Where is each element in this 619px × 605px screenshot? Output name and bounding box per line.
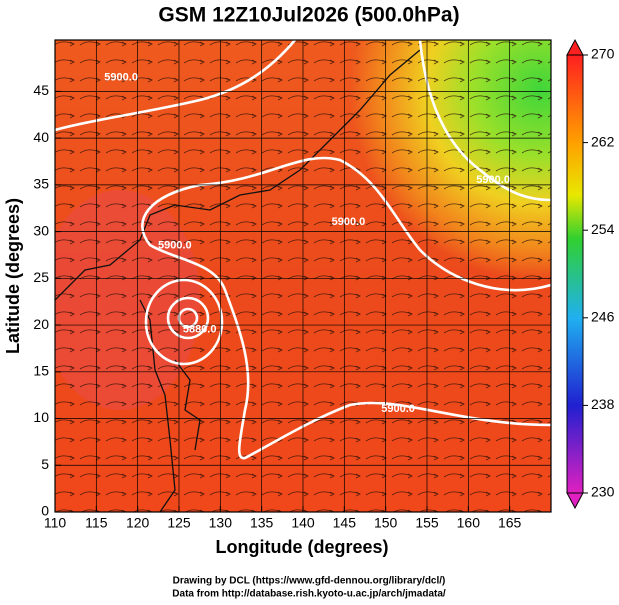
- y-tick-label: 45: [33, 82, 49, 98]
- x-tick-label: 130: [209, 515, 233, 531]
- x-tick-label: 140: [291, 515, 315, 531]
- colorbar-tick-label: 238: [591, 396, 615, 412]
- x-tick-label: 155: [415, 515, 439, 531]
- colorbar-tick-label: 246: [591, 309, 615, 325]
- colorbar-tick-label: 262: [591, 133, 615, 149]
- contour-line: [141, 156, 551, 460]
- colorbar-tick-label: 270: [591, 46, 615, 62]
- colorbar-extend: [566, 492, 584, 510]
- y-tick-label: 40: [33, 129, 49, 145]
- map-title: GSM 12Z10Jul2026 (500.0hPa): [158, 4, 459, 27]
- y-tick-label: 5: [41, 456, 49, 472]
- y-tick-label: 15: [33, 363, 49, 379]
- plot-area: 5900.0 5900.0 5900.0 5900.0 5880.0 5900.0: [55, 40, 551, 512]
- x-tick-label: 165: [498, 515, 522, 531]
- y-tick-label: 35: [33, 176, 49, 192]
- contour-line: [55, 40, 296, 132]
- y-tick-label: 25: [33, 269, 49, 285]
- contour-line: [166, 296, 210, 340]
- coastline: [55, 49, 421, 512]
- x-tick-label: 150: [374, 515, 398, 531]
- x-tick-label: 120: [126, 515, 150, 531]
- contour-label: 5900.0: [104, 71, 138, 83]
- credit: Drawing by DCL (https://www.gfd-dennou.o…: [173, 576, 446, 587]
- x-tick-label: 135: [250, 515, 274, 531]
- credit: Data from http://database.rish.kyoto-u.a…: [172, 589, 446, 600]
- y-tick-label: 30: [33, 222, 49, 238]
- y-tick-label: 10: [33, 409, 49, 425]
- colorbar-extend: [566, 38, 584, 56]
- y-tick-label: 0: [41, 503, 49, 519]
- x-tick-label: 115: [85, 515, 108, 531]
- contour-label: 5900.0: [476, 174, 510, 186]
- y-axis-label: Latitude (degrees): [3, 198, 23, 354]
- colorbar: [566, 54, 584, 494]
- x-axis-label: Longitude (degrees): [215, 537, 388, 557]
- x-tick-label: 145: [333, 515, 357, 531]
- contour-line: [418, 40, 551, 202]
- contour-label: 5900.0: [381, 403, 415, 415]
- x-tick-label: 110: [44, 515, 67, 531]
- colorbar-tick-label: 230: [591, 484, 615, 500]
- contour-label: 5880.0: [183, 324, 217, 336]
- contour-label: 5900.0: [158, 240, 192, 252]
- colorbar-tick-label: 254: [591, 221, 615, 237]
- contour-label: 5900.0: [332, 216, 366, 228]
- y-tick-label: 20: [33, 316, 49, 332]
- x-tick-label: 125: [167, 515, 191, 531]
- contour-line: [144, 278, 224, 366]
- x-tick-label: 160: [457, 515, 481, 531]
